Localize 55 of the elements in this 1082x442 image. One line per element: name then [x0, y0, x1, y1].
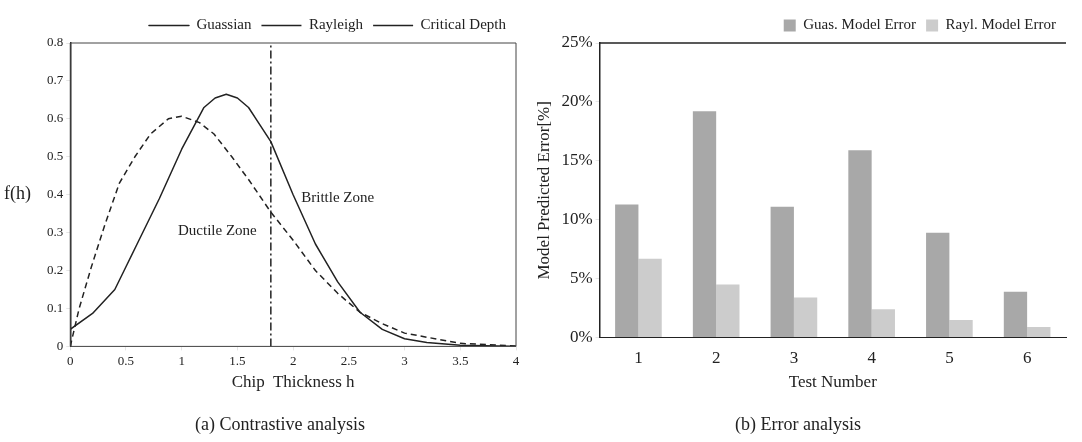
y-tick-label: 0% [569, 327, 593, 347]
y-tick-label: 0.6 [47, 110, 64, 126]
y-tick-label: 25% [561, 32, 593, 52]
x-tick-label: 2 [289, 352, 297, 368]
text: (a) Contrastive analysis [195, 413, 365, 435]
bar [770, 206, 794, 338]
bar [949, 319, 973, 338]
bar [871, 309, 895, 338]
y-tick-label: 5% [569, 268, 593, 288]
x-tick-label: 4 [867, 348, 877, 368]
legend-label: Guassian [196, 16, 252, 33]
x-tick-label: 5 [945, 348, 954, 368]
y-tick-label: 15% [561, 150, 593, 170]
annotation: Brittle Zone [301, 188, 375, 205]
bar [615, 204, 639, 338]
x-tick-label: 6 [1022, 348, 1032, 368]
y-tick-label: 0.5 [47, 148, 64, 164]
bar [638, 258, 662, 338]
x-tick-label: 0.5 [117, 352, 135, 368]
y-tick-label: 0.2 [47, 261, 64, 277]
y-tick-label: 0.7 [47, 72, 64, 88]
legend-label: Critical Depth [420, 16, 507, 33]
y-axis-title: Model Predicted Error[%] [533, 101, 553, 280]
y-axis-title: f(h) [4, 183, 31, 205]
x-tick-label: 1.5 [229, 352, 246, 368]
legend-label: Guas. Model Error [803, 16, 917, 33]
x-tick-label: 1 [634, 348, 643, 368]
y-tick-label: 0.3 [47, 224, 64, 240]
x-tick-label: 0 [67, 352, 74, 368]
x-tick-label: 4 [512, 352, 520, 368]
x-tick-label: 3 [789, 348, 799, 368]
text: (b) Error analysis [735, 413, 861, 435]
y-tick-label: 0.4 [47, 186, 64, 202]
y-tick-label: 20% [561, 91, 593, 111]
bar [716, 284, 740, 338]
x-tick-label: 1 [178, 352, 185, 368]
annotation: Ductile Zone [177, 222, 258, 239]
y-tick-label: 10% [561, 209, 593, 229]
bar [926, 232, 950, 338]
legend-label: Rayleigh [308, 16, 364, 33]
bar [793, 297, 818, 338]
legend-label: Rayl. Model Error [945, 16, 1056, 33]
x-tick-label: 3.5 [452, 352, 469, 368]
x-tick-label: 2 [711, 348, 721, 368]
y-tick-label: 0.1 [47, 299, 64, 315]
bar [692, 111, 717, 338]
y-tick-label: 0 [56, 337, 64, 353]
y-tick-label: 0.8 [47, 34, 64, 50]
x-tick-label: 2.5 [340, 352, 357, 368]
bar [848, 150, 872, 338]
bar [1027, 326, 1051, 338]
bar [1003, 291, 1028, 338]
x-tick-label: 3 [401, 352, 408, 368]
x-axis-title: Test Number [788, 371, 878, 391]
x-axis-title: Chip Thickness h [231, 371, 356, 391]
